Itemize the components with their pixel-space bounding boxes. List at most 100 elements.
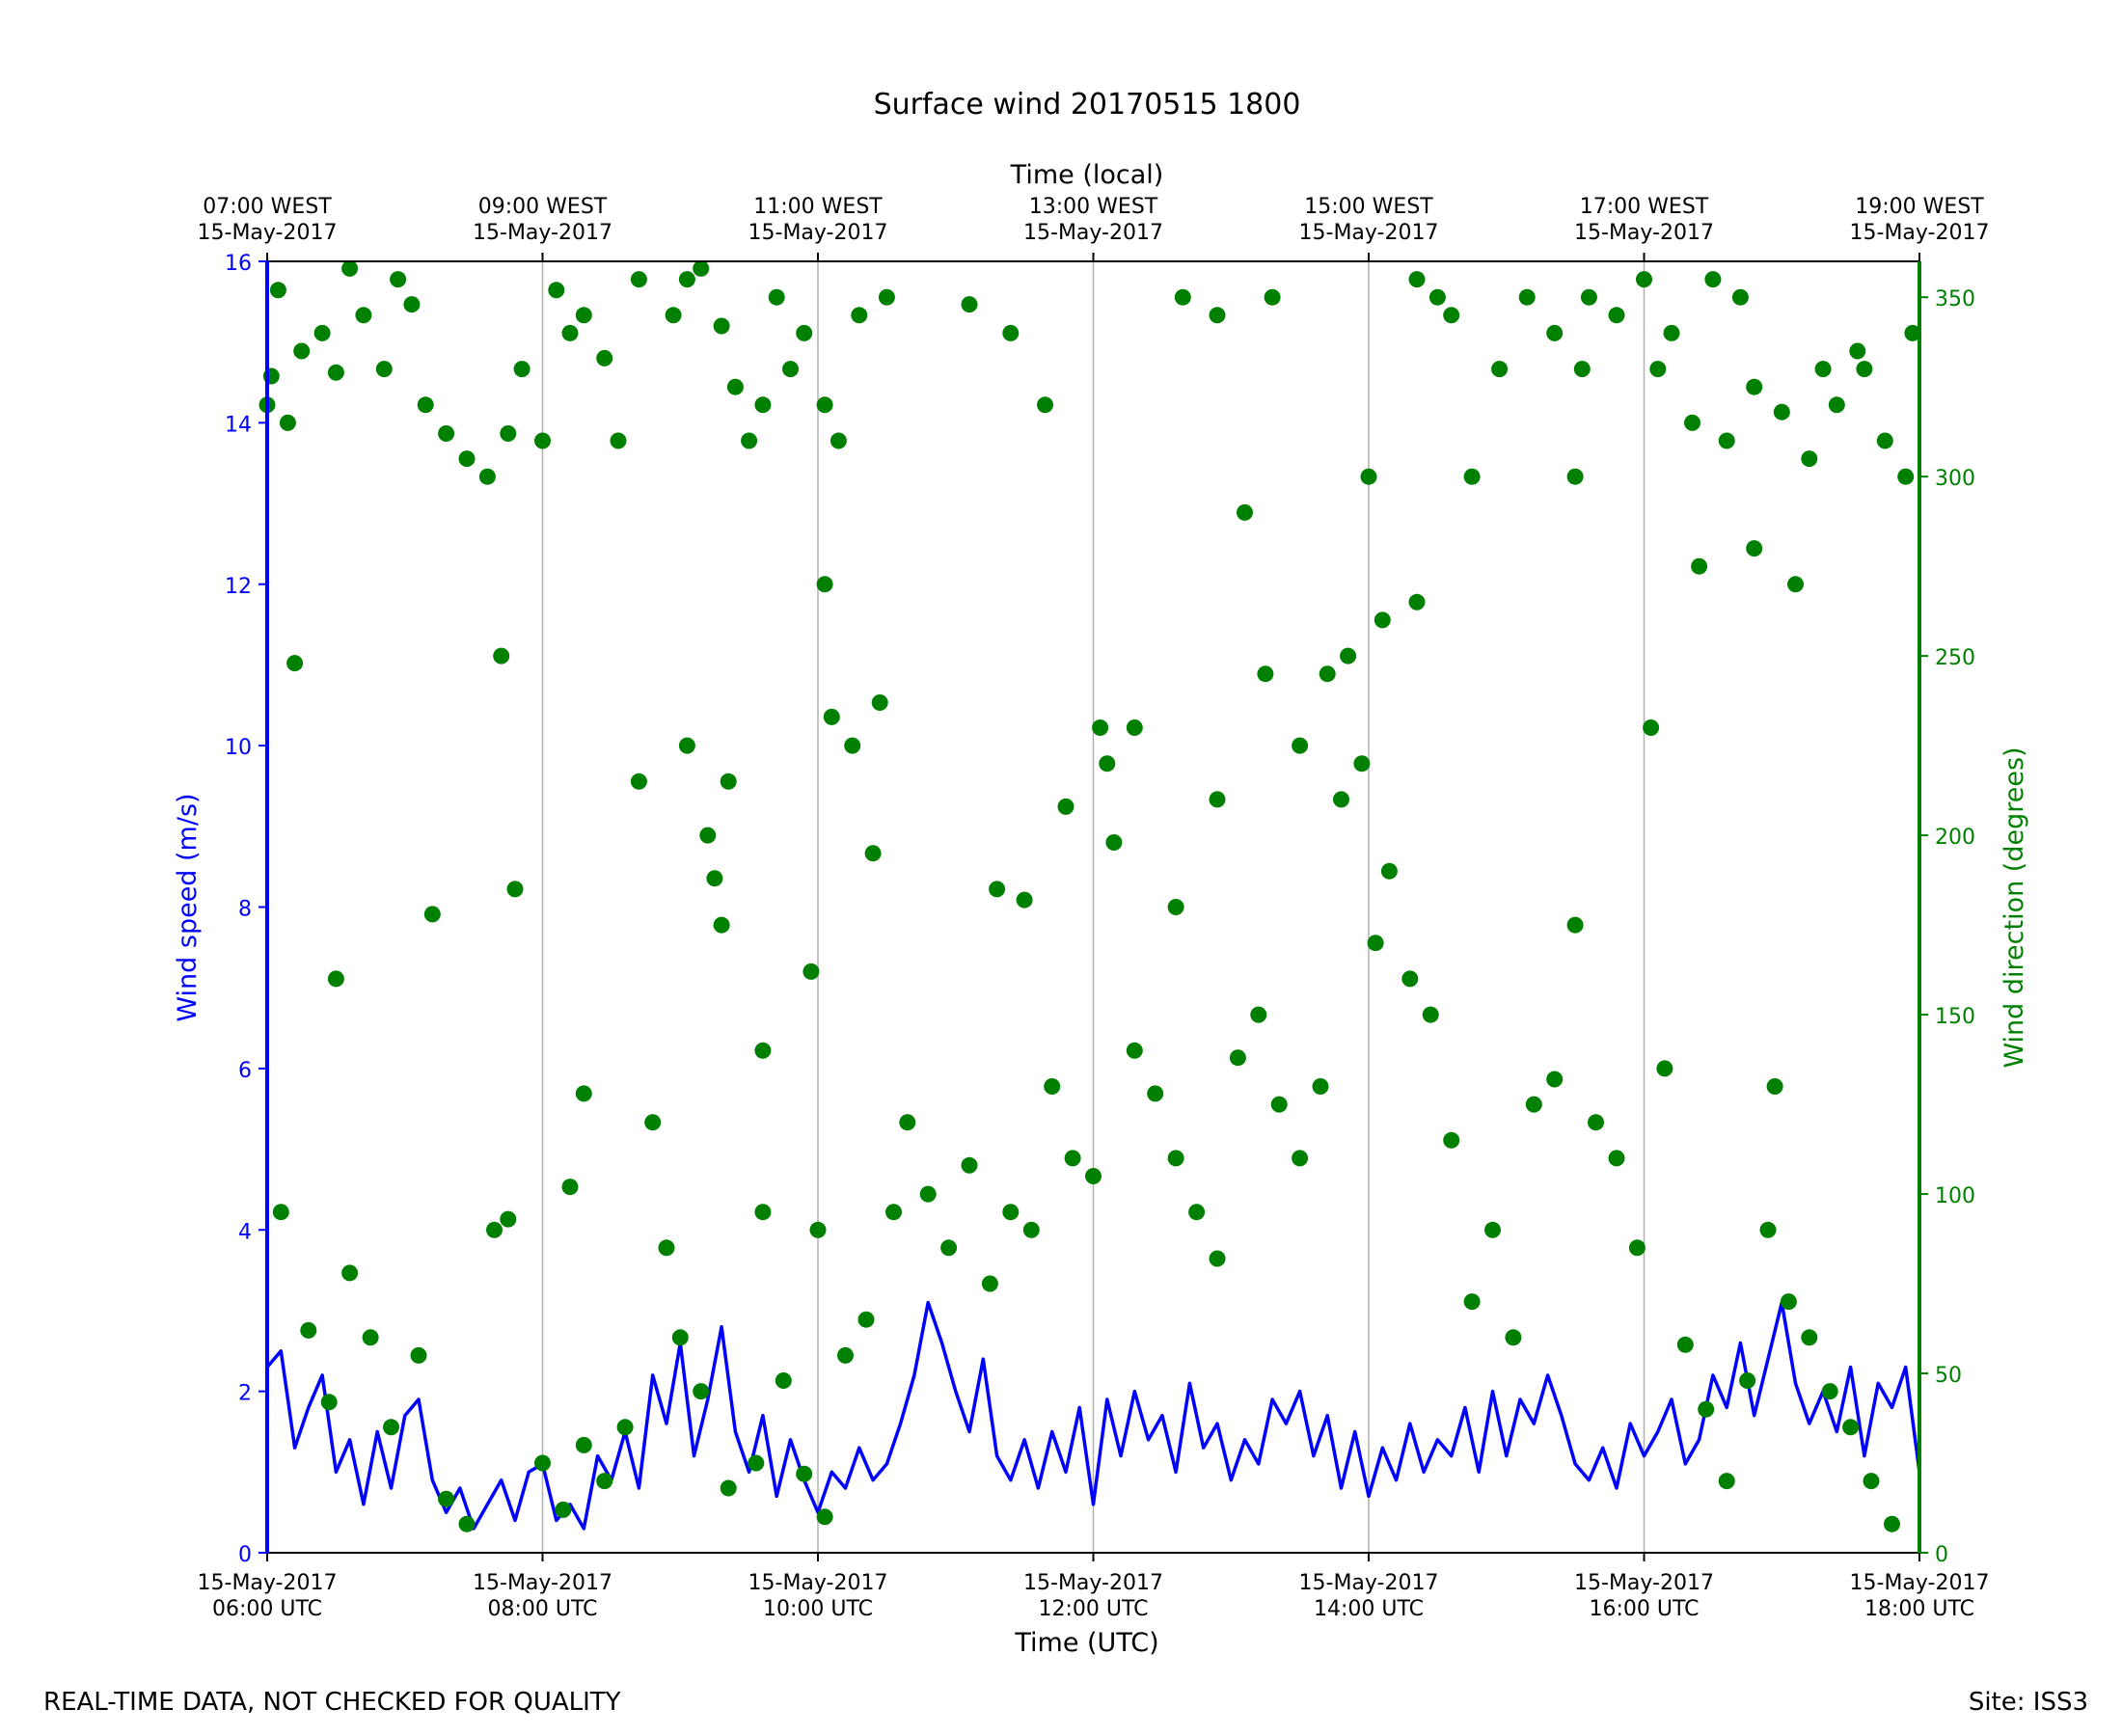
top-tick-label-date: 15-May-2017 [198, 221, 338, 245]
x-tick-label-date: 15-May-2017 [1850, 1571, 1990, 1595]
direction-point [313, 324, 331, 341]
direction-point [458, 450, 476, 468]
y-right-tick-label: 250 [1935, 646, 1975, 670]
direction-point [1229, 1049, 1246, 1067]
direction-point [1876, 432, 1893, 449]
direction-point [410, 1346, 427, 1364]
direction-point [1428, 288, 1446, 306]
direction-point [1092, 719, 1109, 736]
direction-point [493, 647, 510, 665]
footer-site: Site: ISS3 [1968, 1688, 2088, 1717]
direction-point [1849, 342, 1866, 360]
direction-point [548, 282, 565, 299]
x-tick-label-date: 15-May-2017 [1023, 1571, 1163, 1595]
direction-point [981, 1275, 998, 1292]
direction-point [341, 1264, 359, 1282]
direction-point [423, 906, 441, 923]
direction-point [1801, 1329, 1818, 1346]
direction-point [961, 1156, 978, 1174]
direction-point [1264, 288, 1281, 306]
direction-point [754, 396, 772, 414]
top-tick-label-time: 07:00 WEST [203, 195, 332, 219]
direction-point [561, 324, 579, 341]
y-right-tick-label: 0 [1935, 1543, 1948, 1567]
direction-point [899, 1114, 916, 1131]
direction-point [1292, 1150, 1309, 1167]
direction-point [830, 432, 847, 449]
direction-point [1525, 1096, 1542, 1113]
direction-point [1801, 450, 1818, 468]
direction-point [1340, 647, 1357, 665]
x-tick-label-time: 08:00 UTC [487, 1597, 597, 1621]
direction-point [1002, 324, 1020, 341]
x-tick-label-time: 14:00 UTC [1314, 1597, 1424, 1621]
direction-point [1167, 1150, 1184, 1167]
direction-point [989, 881, 1006, 898]
top-tick-label-time: 11:00 WEST [753, 195, 883, 219]
direction-point [630, 271, 647, 288]
y-right-axis-label: Wind direction (degrees) [2000, 746, 2029, 1068]
direction-point [575, 307, 592, 324]
y-left-tick-label: 8 [238, 898, 252, 922]
direction-point [1580, 288, 1597, 306]
direction-point [1828, 396, 1845, 414]
direction-point [1863, 1473, 1880, 1490]
direction-point [1546, 324, 1564, 341]
direction-point [1746, 378, 1763, 395]
direction-point [1099, 755, 1116, 773]
direction-point [1566, 468, 1584, 485]
direction-point [1044, 1078, 1061, 1095]
direction-point [885, 1204, 902, 1221]
direction-point [1408, 271, 1426, 288]
direction-point [1167, 899, 1184, 915]
direction-point [1292, 737, 1309, 754]
direction-point [644, 1114, 662, 1131]
direction-point [1731, 288, 1749, 306]
direction-point [1546, 1071, 1564, 1088]
direction-point [1484, 1221, 1501, 1238]
direction-point [1766, 1078, 1783, 1095]
direction-point [1636, 271, 1652, 288]
direction-point [823, 708, 840, 725]
direction-point [1250, 1006, 1267, 1023]
direction-point [720, 1479, 737, 1497]
x-tick-label-time: 10:00 UTC [763, 1597, 873, 1621]
direction-point [665, 307, 682, 324]
direction-point [438, 1490, 455, 1507]
top-tick-label-date: 15-May-2017 [748, 221, 888, 245]
direction-point [713, 916, 730, 934]
direction-point [1821, 1383, 1838, 1400]
top-tick-label-time: 19:00 WEST [1855, 195, 1984, 219]
grid-lines [541, 261, 1646, 1553]
direction-point [748, 1454, 765, 1472]
direction-point [272, 1204, 289, 1221]
direction-point [513, 361, 530, 378]
y-right-tick-label: 350 [1935, 287, 1975, 312]
direction-point [279, 414, 296, 431]
direction-point [803, 963, 820, 980]
direction-point [1126, 719, 1143, 736]
direction-point [616, 1419, 634, 1436]
direction-point [754, 1204, 772, 1221]
direction-point [1064, 1150, 1081, 1167]
direction-point [775, 1372, 792, 1389]
direction-point [362, 1329, 379, 1346]
direction-point [796, 324, 813, 341]
x-tick-label-date: 15-May-2017 [473, 1571, 612, 1595]
direction-point [857, 1311, 875, 1328]
direction-point [844, 737, 861, 754]
direction-point [355, 307, 372, 324]
y-left-tick-label: 14 [225, 413, 252, 437]
direction-point [1174, 288, 1191, 306]
direction-point [1367, 935, 1384, 952]
direction-point [741, 432, 758, 449]
direction-point [851, 307, 868, 324]
direction-point [1105, 834, 1123, 851]
direction-series [258, 259, 1921, 1533]
direction-point [671, 1329, 689, 1346]
direction-point [1380, 862, 1398, 880]
direction-point [1787, 576, 1804, 593]
top-tick-label-date: 15-May-2017 [473, 221, 612, 245]
direction-point [693, 1383, 710, 1400]
direction-point [1718, 432, 1735, 449]
